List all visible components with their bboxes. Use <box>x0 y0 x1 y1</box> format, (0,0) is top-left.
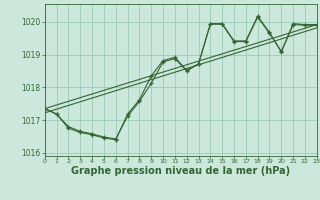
X-axis label: Graphe pression niveau de la mer (hPa): Graphe pression niveau de la mer (hPa) <box>71 166 290 176</box>
